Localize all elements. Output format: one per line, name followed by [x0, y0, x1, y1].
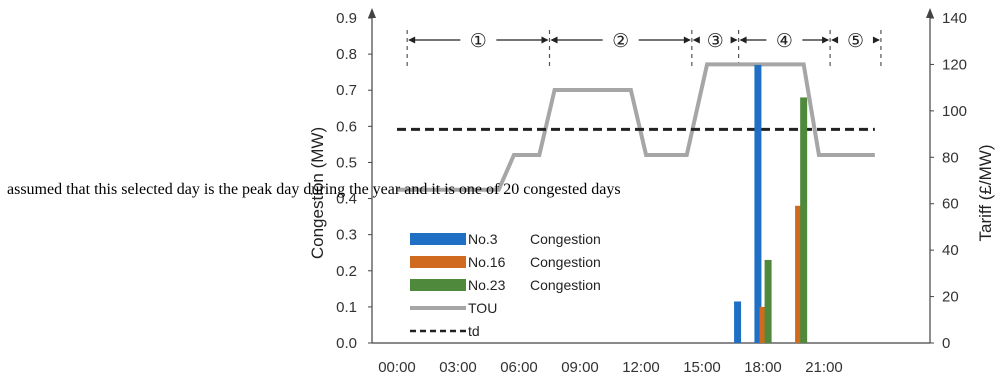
left-tick-label: 0.7 — [336, 82, 357, 99]
right-axis-arrow — [926, 8, 934, 18]
left-axis-arrow — [368, 8, 376, 18]
x-tick-label: 03:00 — [439, 359, 477, 376]
tariff-lines — [397, 62, 875, 192]
phase-arrowhead-right — [872, 36, 880, 44]
right-tick-label: 60 — [942, 196, 959, 213]
tou-line — [397, 62, 875, 192]
right-axis-title: Tariff (£/MW) — [976, 145, 995, 242]
right-tick-label: 120 — [942, 56, 967, 73]
legend-series-suffix: Congestion — [530, 231, 601, 247]
phase-arrowhead-right — [730, 36, 738, 44]
phase-arrowhead-right — [541, 36, 549, 44]
phase-arrowhead-left — [550, 36, 558, 44]
x-tick-label: 12:00 — [622, 359, 660, 376]
legend-swatch — [410, 233, 466, 245]
phase-arrowhead-left — [831, 36, 839, 44]
legend-series-name: No.23 — [468, 277, 506, 293]
right-tick-label: 80 — [942, 149, 959, 166]
phase-label: ⑤ — [847, 30, 864, 52]
right-tick-label: 40 — [942, 242, 959, 259]
phase-label: ① — [470, 30, 487, 52]
phase-arrowhead-right — [822, 36, 830, 44]
legend: No.3 Congestion No.16 Congestion No.23 Conges… — [410, 231, 601, 339]
bar-no16 — [759, 306, 767, 343]
right-tick-label: 140 — [942, 10, 967, 27]
phase-label: ④ — [776, 30, 793, 52]
left-tick-label: 0.5 — [336, 154, 357, 171]
left-tick-label: 0.9 — [336, 10, 357, 27]
left-axis-ticks: 0.0 0.1 0.2 0.3 0.4 0.5 0.6 0.7 0.8 0.9 — [336, 10, 372, 352]
phase-markers: ① ② ③ ④ ⑤ — [406, 30, 882, 70]
legend-series-name: TOU — [468, 300, 497, 316]
x-tick-label: 21:00 — [805, 359, 843, 376]
left-tick-label: 0.1 — [336, 299, 357, 316]
bar-no16 — [795, 205, 803, 343]
legend-series-suffix: Congestion — [530, 254, 601, 270]
legend-series-name: No.3 — [468, 231, 498, 247]
x-tick-label: 18:00 — [744, 359, 782, 376]
left-tick-label: 0.6 — [336, 118, 357, 135]
phase-arrowhead-left — [739, 36, 747, 44]
x-tick-label: 09:00 — [561, 359, 599, 376]
x-tick-label: 15:00 — [683, 359, 721, 376]
phase-arrowhead-left — [692, 36, 700, 44]
phase-arrowhead-right — [683, 36, 691, 44]
x-tick-label: 06:00 — [500, 359, 538, 376]
left-tick-label: 0.2 — [336, 263, 357, 280]
bar-no3 — [734, 301, 742, 343]
left-tick-label: 0.3 — [336, 227, 357, 244]
legend-series-name: No.16 — [468, 254, 506, 270]
right-tick-label: 100 — [942, 103, 967, 120]
left-tick-label: 0.8 — [336, 46, 357, 63]
right-tick-label: 0 — [942, 335, 950, 352]
legend-series-suffix: Congestion — [530, 277, 601, 293]
phase-label: ③ — [707, 30, 724, 52]
x-tick-label: 00:00 — [378, 359, 416, 376]
bar-no23 — [764, 259, 772, 343]
right-tick-label: 20 — [942, 289, 959, 306]
legend-swatch — [410, 279, 466, 291]
overlay-caption: assumed that this selected day is the pe… — [7, 181, 621, 198]
bar-no3 — [754, 64, 762, 343]
legend-series-name: td — [468, 323, 480, 339]
phase-label: ② — [612, 30, 629, 52]
x-axis-ticks: 00:00 03:00 06:00 09:00 12:00 15:00 18:00 21:00 — [378, 359, 843, 376]
phase-arrowhead-left — [408, 36, 416, 44]
legend-swatch — [410, 256, 466, 268]
congestion-bars — [734, 64, 808, 343]
left-axis-title: Congestion (MW) — [308, 127, 327, 259]
bar-no23 — [800, 97, 808, 343]
right-axis-ticks: 0 20 40 60 80 100 120 140 — [930, 10, 967, 352]
left-tick-label: 0.4 — [336, 191, 357, 208]
left-tick-label: 0.0 — [336, 335, 357, 352]
